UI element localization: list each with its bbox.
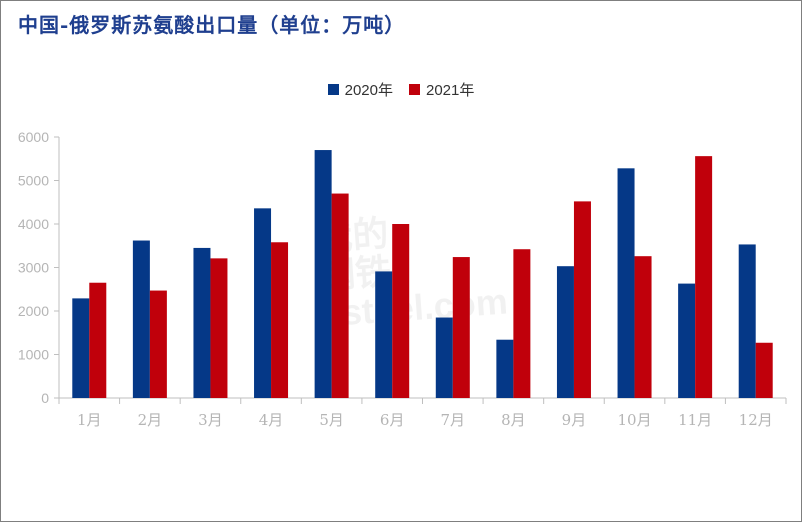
x-tick-label: 2月 bbox=[138, 411, 163, 429]
bar-2020-4 bbox=[254, 208, 272, 398]
bar-2020-9 bbox=[556, 266, 574, 398]
bar-2021-9 bbox=[573, 201, 591, 398]
bar-2020-11 bbox=[678, 283, 696, 398]
legend-swatch-2021 bbox=[409, 84, 420, 95]
bar-2021-8 bbox=[513, 249, 531, 398]
x-tick-label: 3月 bbox=[198, 411, 223, 429]
bar-2020-5 bbox=[314, 150, 332, 398]
x-tick-label: 12月 bbox=[739, 411, 773, 429]
bar-2021-2 bbox=[149, 290, 167, 398]
bar-2020-10 bbox=[617, 168, 635, 398]
y-tick-label: 6000 bbox=[18, 129, 49, 145]
bar-2021-1 bbox=[89, 282, 107, 398]
legend-item-2021: 2021年 bbox=[409, 79, 474, 100]
x-tick-label: 6月 bbox=[380, 411, 405, 429]
x-tick-label: 10月 bbox=[617, 411, 651, 429]
bar-2020-2 bbox=[132, 240, 150, 398]
y-tick-label: 1000 bbox=[18, 347, 49, 363]
bar-2021-10 bbox=[634, 256, 652, 398]
legend-item-2020: 2020年 bbox=[327, 79, 393, 100]
bar-2021-7 bbox=[452, 257, 470, 398]
legend-swatch-2020 bbox=[327, 84, 339, 95]
bar-2020-3 bbox=[193, 247, 211, 398]
bar-2021-11 bbox=[695, 156, 713, 398]
y-tick-label: 2000 bbox=[18, 303, 49, 319]
legend: 2020年 2021年 bbox=[1, 79, 801, 100]
bar-2021-4 bbox=[271, 242, 289, 398]
bar-2021-12 bbox=[755, 342, 773, 398]
bar-2020-12 bbox=[738, 244, 756, 398]
x-tick-label: 7月 bbox=[441, 411, 466, 429]
x-tick-label: 4月 bbox=[259, 411, 284, 429]
x-tick-label: 8月 bbox=[501, 411, 526, 429]
chart-title: 中国-俄罗斯苏氨酸出口量（单位：万吨） bbox=[18, 13, 406, 37]
y-tick-label: 3000 bbox=[18, 260, 49, 276]
bar-2021-3 bbox=[210, 258, 228, 398]
x-tick-label: 11月 bbox=[678, 411, 712, 429]
bar-2021-6 bbox=[392, 224, 410, 398]
legend-label-2020: 2020年 bbox=[344, 82, 393, 99]
bar-2020-1 bbox=[72, 298, 90, 398]
bar-2020-7 bbox=[435, 317, 453, 398]
y-tick-label: 0 bbox=[41, 390, 49, 406]
y-tick-label: 5000 bbox=[18, 173, 49, 189]
bar-2020-8 bbox=[496, 339, 514, 398]
x-tick-label: 1月 bbox=[77, 411, 102, 429]
bar-2021-5 bbox=[331, 193, 349, 398]
bar-2020-6 bbox=[375, 271, 393, 398]
y-tick-label: 4000 bbox=[18, 216, 49, 232]
x-tick-label: 5月 bbox=[319, 411, 344, 429]
x-tick-label: 9月 bbox=[562, 411, 587, 429]
legend-label-2021: 2021年 bbox=[426, 82, 475, 99]
